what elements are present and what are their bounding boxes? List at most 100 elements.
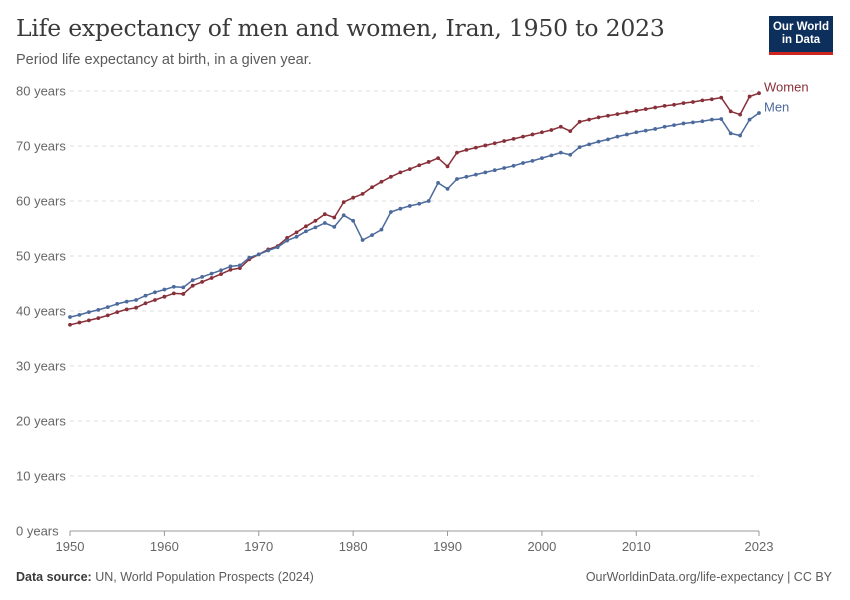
data-point-women[interactable] bbox=[322, 212, 327, 217]
data-point-men[interactable] bbox=[445, 187, 450, 191]
data-point-men[interactable] bbox=[285, 238, 289, 243]
data-point-men[interactable] bbox=[473, 172, 478, 177]
data-point-men[interactable] bbox=[304, 229, 308, 234]
data-point-women[interactable] bbox=[209, 276, 214, 280]
data-point-men[interactable] bbox=[190, 278, 195, 283]
data-point-women[interactable] bbox=[643, 107, 648, 112]
data-point-women[interactable] bbox=[615, 112, 620, 116]
data-point-men[interactable] bbox=[96, 308, 101, 312]
data-point-men[interactable] bbox=[662, 124, 667, 129]
data-point-women[interactable] bbox=[181, 292, 186, 296]
data-point-women[interactable] bbox=[190, 283, 195, 288]
data-point-women[interactable] bbox=[606, 113, 610, 118]
data-point-men[interactable] bbox=[313, 225, 318, 230]
data-point-women[interactable] bbox=[577, 119, 582, 124]
data-point-women[interactable] bbox=[549, 128, 554, 132]
data-point-women[interactable] bbox=[86, 318, 91, 323]
data-point-women[interactable] bbox=[77, 320, 82, 325]
data-point-men[interactable] bbox=[332, 224, 337, 229]
data-point-men[interactable] bbox=[68, 315, 72, 319]
data-point-men[interactable] bbox=[596, 139, 601, 144]
data-point-men[interactable] bbox=[275, 245, 280, 250]
data-point-men[interactable] bbox=[379, 227, 384, 232]
data-point-men[interactable] bbox=[351, 218, 356, 223]
data-point-women[interactable] bbox=[464, 147, 469, 152]
data-point-women[interactable] bbox=[624, 110, 629, 115]
data-point-women[interactable] bbox=[134, 305, 138, 310]
data-point-women[interactable] bbox=[530, 132, 535, 137]
source-url-link[interactable]: OurWorldinData.org/life-expectancy | CC … bbox=[585, 570, 832, 584]
data-point-men[interactable] bbox=[738, 133, 743, 138]
data-point-men[interactable] bbox=[540, 156, 544, 161]
data-point-women[interactable] bbox=[379, 179, 384, 184]
data-point-women[interactable] bbox=[332, 215, 337, 220]
data-point-men[interactable] bbox=[389, 210, 393, 214]
data-point-women[interactable] bbox=[153, 298, 157, 302]
data-point-women[interactable] bbox=[634, 108, 639, 113]
data-point-men[interactable] bbox=[483, 170, 488, 175]
data-point-men[interactable] bbox=[105, 305, 110, 310]
data-point-women[interactable] bbox=[445, 164, 450, 169]
data-point-men[interactable] bbox=[511, 163, 516, 168]
data-point-men[interactable] bbox=[747, 117, 752, 122]
data-point-men[interactable] bbox=[615, 134, 620, 139]
data-point-women[interactable] bbox=[436, 156, 440, 161]
data-point-men[interactable] bbox=[200, 275, 205, 279]
data-point-women[interactable] bbox=[115, 310, 120, 314]
data-point-men[interactable] bbox=[162, 287, 167, 292]
data-point-men[interactable] bbox=[209, 271, 214, 276]
data-point-women[interactable] bbox=[294, 230, 299, 235]
data-point-women[interactable] bbox=[68, 322, 72, 327]
data-point-women[interactable] bbox=[672, 102, 676, 107]
data-point-men[interactable] bbox=[426, 199, 431, 203]
data-point-men[interactable] bbox=[606, 137, 610, 142]
data-point-men[interactable] bbox=[219, 268, 223, 273]
data-point-women[interactable] bbox=[691, 100, 695, 104]
data-point-men[interactable] bbox=[700, 119, 705, 124]
data-point-men[interactable] bbox=[719, 117, 724, 121]
data-point-women[interactable] bbox=[341, 200, 346, 205]
data-point-women[interactable] bbox=[219, 272, 223, 277]
data-point-men[interactable] bbox=[266, 248, 271, 253]
data-point-men[interactable] bbox=[757, 111, 761, 115]
data-point-women[interactable] bbox=[757, 91, 761, 96]
data-point-women[interactable] bbox=[596, 115, 601, 120]
data-point-women[interactable] bbox=[105, 313, 110, 318]
data-point-women[interactable] bbox=[700, 98, 705, 103]
data-point-men[interactable] bbox=[77, 312, 82, 317]
data-point-women[interactable] bbox=[417, 163, 422, 168]
data-point-women[interactable] bbox=[568, 129, 573, 134]
data-point-women[interactable] bbox=[285, 235, 289, 240]
data-point-men[interactable] bbox=[134, 298, 138, 302]
data-point-men[interactable] bbox=[247, 255, 252, 260]
data-point-women[interactable] bbox=[558, 124, 563, 129]
data-point-women[interactable] bbox=[407, 167, 412, 172]
data-point-men[interactable] bbox=[681, 121, 686, 126]
data-point-men[interactable] bbox=[228, 264, 233, 269]
series-label-men[interactable]: Men bbox=[764, 100, 789, 115]
data-point-men[interactable] bbox=[370, 233, 374, 238]
data-point-men[interactable] bbox=[237, 263, 242, 268]
data-point-women[interactable] bbox=[709, 97, 714, 102]
data-point-men[interactable] bbox=[577, 145, 582, 150]
data-point-men[interactable] bbox=[417, 201, 422, 206]
data-point-women[interactable] bbox=[492, 141, 497, 146]
data-point-women[interactable] bbox=[719, 95, 724, 100]
data-point-men[interactable] bbox=[587, 142, 592, 147]
data-point-men[interactable] bbox=[709, 117, 714, 122]
data-point-men[interactable] bbox=[341, 213, 346, 218]
data-point-men[interactable] bbox=[256, 252, 261, 257]
data-point-women[interactable] bbox=[370, 185, 374, 190]
data-point-women[interactable] bbox=[304, 224, 308, 229]
data-point-women[interactable] bbox=[747, 94, 752, 99]
data-point-women[interactable] bbox=[398, 170, 403, 175]
data-point-men[interactable] bbox=[634, 130, 639, 135]
data-point-women[interactable] bbox=[502, 139, 507, 143]
data-point-women[interactable] bbox=[681, 101, 686, 105]
data-point-women[interactable] bbox=[360, 191, 365, 196]
data-point-women[interactable] bbox=[521, 134, 525, 139]
data-point-women[interactable] bbox=[124, 307, 129, 312]
data-point-women[interactable] bbox=[143, 301, 148, 306]
data-point-men[interactable] bbox=[728, 131, 733, 136]
data-point-men[interactable] bbox=[549, 153, 554, 158]
